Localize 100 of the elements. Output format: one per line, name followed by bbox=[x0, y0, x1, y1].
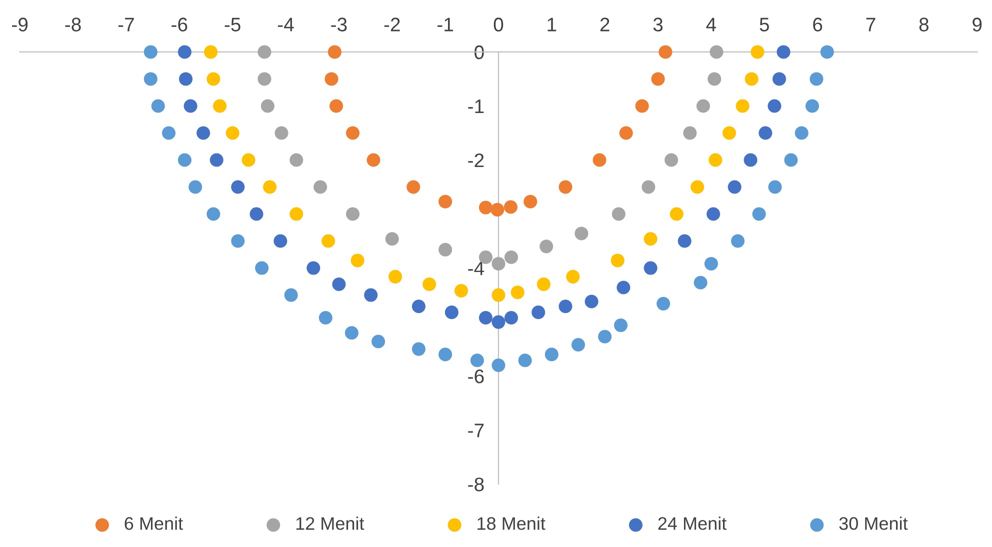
x-tick-label: 5 bbox=[760, 18, 769, 32]
point bbox=[242, 153, 256, 167]
point bbox=[614, 318, 628, 332]
point bbox=[532, 306, 546, 320]
point bbox=[184, 99, 198, 113]
point bbox=[324, 72, 338, 86]
point bbox=[478, 310, 492, 324]
point bbox=[438, 194, 452, 208]
point bbox=[696, 99, 710, 113]
point bbox=[344, 326, 358, 340]
point bbox=[678, 234, 692, 248]
point bbox=[306, 261, 320, 275]
x-tick-label: 1 bbox=[548, 18, 556, 32]
point bbox=[610, 254, 624, 268]
point bbox=[644, 232, 658, 246]
x-tick-label: -6 bbox=[172, 18, 188, 32]
point bbox=[206, 207, 220, 221]
x-tick-label: 7 bbox=[866, 18, 876, 32]
point bbox=[544, 348, 558, 362]
point bbox=[412, 342, 426, 356]
point bbox=[314, 180, 328, 194]
point bbox=[492, 288, 506, 302]
point bbox=[524, 194, 538, 208]
point bbox=[510, 286, 524, 300]
point bbox=[810, 72, 824, 86]
point bbox=[728, 180, 742, 194]
x-tick-label: 2 bbox=[600, 18, 610, 32]
point bbox=[492, 315, 506, 329]
point bbox=[274, 234, 288, 248]
point bbox=[644, 261, 658, 275]
point bbox=[454, 284, 468, 298]
point bbox=[151, 99, 165, 113]
point bbox=[772, 72, 786, 86]
point bbox=[616, 280, 630, 294]
x-tick-label: 9 bbox=[972, 18, 982, 32]
point bbox=[385, 232, 399, 246]
y-tick-label: -6 bbox=[468, 370, 484, 384]
point bbox=[598, 330, 612, 344]
point bbox=[744, 72, 758, 86]
point bbox=[574, 226, 588, 240]
point bbox=[372, 334, 386, 348]
point bbox=[776, 45, 790, 59]
x-tick-label: -4 bbox=[278, 18, 294, 32]
point bbox=[318, 310, 332, 324]
point bbox=[263, 180, 277, 194]
point bbox=[758, 126, 772, 140]
point bbox=[664, 153, 678, 167]
point bbox=[364, 288, 378, 302]
x-tick-label: -7 bbox=[118, 18, 134, 32]
point bbox=[322, 234, 336, 248]
point bbox=[504, 250, 518, 264]
point bbox=[656, 296, 670, 310]
point bbox=[231, 234, 245, 248]
point bbox=[412, 300, 426, 314]
point bbox=[226, 126, 240, 140]
point bbox=[444, 306, 458, 320]
point bbox=[284, 288, 298, 302]
point bbox=[635, 99, 649, 113]
point bbox=[642, 180, 656, 194]
point bbox=[784, 153, 798, 167]
x-tick-label: -2 bbox=[384, 18, 400, 32]
point bbox=[206, 72, 220, 86]
x-tick-label: 3 bbox=[653, 18, 663, 32]
y-tick-label: -2 bbox=[468, 153, 484, 168]
legend-label: 18 Menit bbox=[478, 516, 546, 530]
point bbox=[438, 348, 452, 362]
point bbox=[658, 45, 672, 59]
point bbox=[330, 99, 344, 113]
point bbox=[144, 72, 158, 86]
point bbox=[255, 261, 269, 275]
point bbox=[492, 358, 506, 372]
point bbox=[250, 207, 264, 221]
point bbox=[694, 276, 708, 290]
point bbox=[188, 180, 202, 194]
point bbox=[670, 207, 684, 221]
point bbox=[752, 207, 766, 221]
point bbox=[518, 354, 532, 368]
point bbox=[731, 234, 745, 248]
y-tick-label: -4 bbox=[468, 262, 484, 276]
point bbox=[690, 180, 704, 194]
point bbox=[470, 354, 484, 368]
point bbox=[504, 310, 518, 324]
point bbox=[346, 207, 360, 221]
point bbox=[768, 99, 782, 113]
point bbox=[744, 153, 758, 167]
legend-label: 30 Menit bbox=[839, 516, 908, 530]
point bbox=[722, 126, 736, 140]
point bbox=[558, 180, 572, 194]
point bbox=[406, 180, 420, 194]
point bbox=[571, 338, 586, 352]
point bbox=[332, 277, 346, 292]
point bbox=[258, 45, 272, 59]
point bbox=[708, 153, 722, 167]
x-tick-label: -5 bbox=[224, 18, 240, 32]
point bbox=[619, 126, 633, 140]
point bbox=[388, 270, 402, 284]
point bbox=[422, 277, 436, 292]
point bbox=[736, 99, 750, 113]
y-tick-label: -8 bbox=[468, 478, 484, 492]
point bbox=[260, 99, 274, 113]
